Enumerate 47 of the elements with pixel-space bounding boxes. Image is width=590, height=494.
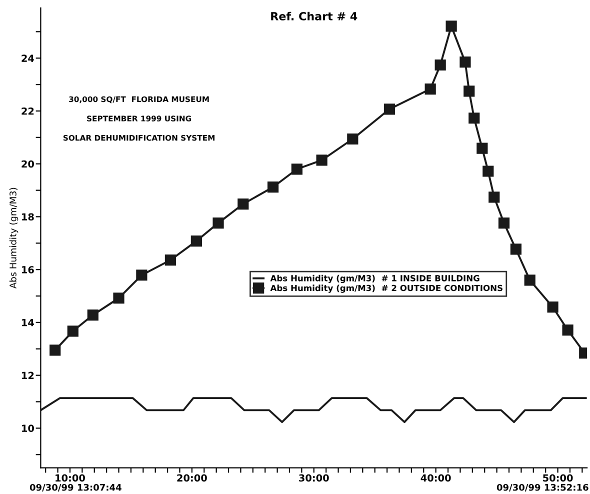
y-axis-title: Abs Humidity (gm/M3) xyxy=(9,188,18,289)
point xyxy=(460,56,471,68)
legend-label: Abs Humidity (gm/M3) # 2 OUTSIDE CONDITIONS xyxy=(270,284,502,293)
point xyxy=(50,344,61,356)
point xyxy=(446,20,457,32)
point xyxy=(498,218,510,229)
point xyxy=(434,59,446,71)
y-tick-label: 14 xyxy=(22,319,34,326)
point xyxy=(267,182,279,193)
point xyxy=(464,86,475,97)
point xyxy=(468,112,480,124)
y-tick-label: 18 xyxy=(22,213,34,221)
point xyxy=(67,326,78,337)
point xyxy=(238,198,249,210)
point xyxy=(482,166,494,177)
point xyxy=(510,244,522,255)
point xyxy=(424,83,436,95)
chart-title: Ref. Chart # 4 xyxy=(271,12,358,20)
point xyxy=(524,274,536,286)
legend-label: Abs Humidity (gm/M3) # 1 INSIDE BUILDING xyxy=(270,274,480,284)
point xyxy=(190,235,202,247)
point xyxy=(87,309,98,321)
y-tick-label: 22 xyxy=(22,107,34,115)
point xyxy=(113,292,124,304)
point xyxy=(347,133,358,145)
point xyxy=(316,154,328,166)
x-tick-label: 10:00 xyxy=(56,474,85,482)
x-tick-label: 50:00 xyxy=(543,474,573,482)
y-tick-label: 24 xyxy=(22,54,34,62)
y-tick-label: 12 xyxy=(22,372,34,379)
y-tick-label: 16 xyxy=(22,266,34,274)
text: 09/30/99 13:07:44 xyxy=(30,484,122,492)
y-tick-label: 20 xyxy=(22,160,34,168)
point xyxy=(476,142,488,154)
y-tick-label: 10 xyxy=(22,424,34,432)
point xyxy=(547,302,558,313)
text: 09/30/99 13:52:16 xyxy=(496,484,588,492)
x-tick-label: 20:00 xyxy=(177,474,207,482)
point xyxy=(212,218,224,229)
point xyxy=(291,164,302,175)
point xyxy=(562,324,574,336)
x-tick-label: 30:00 xyxy=(299,474,329,482)
point xyxy=(488,192,500,203)
point xyxy=(164,254,176,266)
x-tick-label: 40:00 xyxy=(420,474,451,482)
point xyxy=(136,270,148,281)
point xyxy=(384,104,396,115)
